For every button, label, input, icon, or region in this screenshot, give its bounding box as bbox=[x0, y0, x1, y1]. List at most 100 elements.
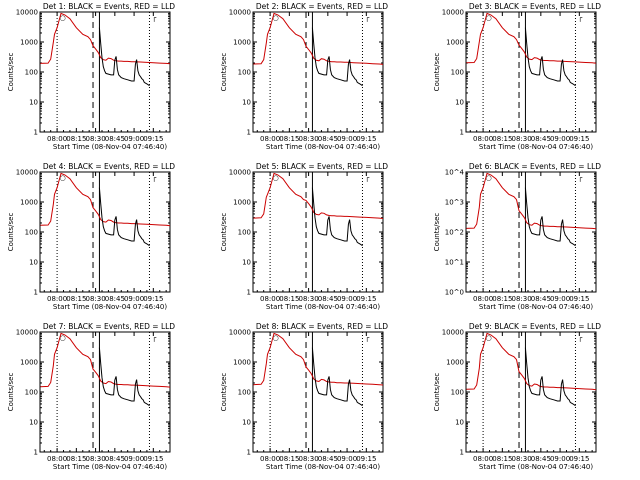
y-tick-label: 1000 bbox=[233, 199, 251, 207]
x-tick-label: 08:45 bbox=[318, 455, 338, 463]
x-tick-label: 08:00 bbox=[260, 455, 280, 463]
x-tick-label: 08:00 bbox=[260, 295, 280, 303]
x-tick-label: 08:15 bbox=[66, 135, 86, 143]
x-axis-label: Start Time (08-Nov-04 07:46:40) bbox=[266, 143, 380, 151]
y-tick-label: 10^1 bbox=[445, 259, 464, 267]
x-tick-label: 08:30 bbox=[511, 295, 531, 303]
y-tick-label: 10000 bbox=[229, 329, 251, 337]
panel-9: Det 9: BLACK = Events, RED = LLD 1 10 100 10… bbox=[433, 322, 601, 471]
y-tick-label: 1000 bbox=[446, 39, 464, 47]
x-tick-label: 09:15 bbox=[143, 455, 163, 463]
y-axis-label: Counts/sec bbox=[433, 53, 441, 92]
x-tick-label: 08:45 bbox=[318, 295, 338, 303]
series-events-line bbox=[311, 27, 363, 87]
x-tick-label: 08:15 bbox=[492, 135, 512, 143]
x-axis-label: Start Time (08-Nov-04 07:46:40) bbox=[479, 463, 593, 471]
y-tick-label: 100 bbox=[238, 229, 251, 237]
x-tick-label: 08:30 bbox=[85, 135, 105, 143]
x-tick-label: 08:15 bbox=[279, 295, 299, 303]
x-tick-label: 08:00 bbox=[260, 135, 280, 143]
y-tick-label: 100 bbox=[238, 389, 251, 397]
y-tick-label: 10000 bbox=[442, 329, 464, 337]
y-tick-label: 1 bbox=[460, 129, 464, 137]
top-marker: ○ bbox=[486, 174, 492, 182]
panel-3: Det 3: BLACK = Events, RED = LLD 1 10 100 10… bbox=[433, 2, 601, 151]
series-events-line bbox=[524, 27, 576, 87]
y-tick-label: 1000 bbox=[233, 359, 251, 367]
x-tick-label: 08:00 bbox=[47, 135, 67, 143]
y-axis-label: Counts/sec bbox=[220, 373, 228, 412]
x-tick-label: 08:15 bbox=[279, 455, 299, 463]
y-tick-label: 10000 bbox=[16, 9, 38, 17]
top-marker: ○ bbox=[60, 14, 66, 22]
y-tick-label: 10 bbox=[29, 419, 38, 427]
y-tick-label: 1 bbox=[247, 289, 251, 297]
y-axis-label: Counts/sec bbox=[220, 213, 228, 252]
y-tick-label: 1000 bbox=[233, 39, 251, 47]
top-marker: ○ bbox=[273, 14, 279, 22]
top-marker: ○ bbox=[60, 334, 66, 342]
y-tick-label: 1000 bbox=[20, 39, 38, 47]
x-tick-label: 08:45 bbox=[105, 295, 125, 303]
x-tick-label: 08:45 bbox=[531, 295, 551, 303]
series-events-line bbox=[311, 187, 363, 247]
top-marker: ┌ bbox=[152, 14, 157, 22]
panel-6: Det 6: BLACK = Events, RED = LLD 10^0 10^1… bbox=[433, 162, 601, 311]
x-tick-label: 09:15 bbox=[356, 295, 376, 303]
series-events-line bbox=[98, 27, 150, 87]
x-tick-label: 09:00 bbox=[124, 455, 144, 463]
y-tick-label: 100 bbox=[238, 69, 251, 77]
top-marker: ○ bbox=[60, 174, 66, 182]
y-axis-label: Counts/sec bbox=[7, 213, 15, 252]
x-axis-label: Start Time (08-Nov-04 07:46:40) bbox=[53, 143, 167, 151]
y-tick-label: 10^3 bbox=[445, 199, 464, 207]
x-tick-label: 08:30 bbox=[511, 135, 531, 143]
top-marker: ○ bbox=[273, 174, 279, 182]
x-tick-label: 09:15 bbox=[143, 135, 163, 143]
y-tick-label: 10^0 bbox=[445, 289, 464, 297]
x-tick-label: 08:00 bbox=[47, 295, 67, 303]
series-events-line bbox=[98, 187, 150, 247]
x-tick-label: 09:00 bbox=[124, 135, 144, 143]
x-tick-label: 08:30 bbox=[298, 295, 318, 303]
panel-title: Det 2: BLACK = Events, RED = LLD bbox=[256, 2, 388, 11]
panel-5: Det 5: BLACK = Events, RED = LLD 1 10 100 10… bbox=[220, 162, 388, 311]
x-tick-label: 08:15 bbox=[492, 295, 512, 303]
y-tick-label: 10 bbox=[455, 419, 464, 427]
x-tick-label: 08:45 bbox=[531, 135, 551, 143]
x-axis-label: Start Time (08-Nov-04 07:46:40) bbox=[53, 303, 167, 311]
y-tick-label: 1000 bbox=[20, 199, 38, 207]
x-tick-label: 09:15 bbox=[143, 295, 163, 303]
y-tick-label: 100 bbox=[451, 69, 464, 77]
panel-title: Det 3: BLACK = Events, RED = LLD bbox=[469, 2, 601, 11]
series-events-line bbox=[311, 347, 363, 407]
y-tick-label: 10 bbox=[29, 99, 38, 107]
x-tick-label: 09:15 bbox=[569, 455, 589, 463]
x-tick-label: 08:45 bbox=[105, 455, 125, 463]
x-tick-label: 09:00 bbox=[550, 295, 570, 303]
x-tick-label: 09:00 bbox=[337, 135, 357, 143]
x-axis-label: Start Time (08-Nov-04 07:46:40) bbox=[479, 143, 593, 151]
y-tick-label: 10 bbox=[455, 99, 464, 107]
x-tick-label: 09:00 bbox=[124, 295, 144, 303]
y-tick-label: 100 bbox=[25, 229, 38, 237]
y-tick-label: 10000 bbox=[229, 9, 251, 17]
x-tick-label: 08:30 bbox=[511, 455, 531, 463]
top-marker: ┌ bbox=[365, 334, 370, 342]
panel-title: Det 4: BLACK = Events, RED = LLD bbox=[43, 162, 175, 171]
top-marker: ┌ bbox=[152, 334, 157, 342]
y-tick-label: 10 bbox=[29, 259, 38, 267]
y-tick-label: 1 bbox=[247, 449, 251, 457]
x-tick-label: 09:00 bbox=[550, 135, 570, 143]
top-marker: ┌ bbox=[152, 174, 157, 182]
top-marker: ┌ bbox=[365, 14, 370, 22]
y-tick-label: 100 bbox=[451, 389, 464, 397]
x-tick-label: 09:15 bbox=[569, 135, 589, 143]
y-tick-label: 10^4 bbox=[445, 169, 465, 177]
x-tick-label: 08:45 bbox=[531, 455, 551, 463]
x-tick-label: 08:30 bbox=[85, 455, 105, 463]
x-axis-label: Start Time (08-Nov-04 07:46:40) bbox=[479, 303, 593, 311]
y-tick-label: 10000 bbox=[442, 9, 464, 17]
y-tick-label: 1000 bbox=[20, 359, 38, 367]
